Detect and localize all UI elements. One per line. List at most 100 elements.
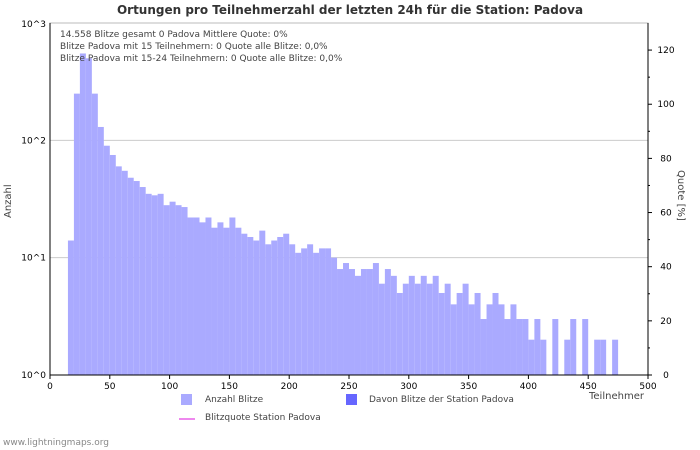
bar-anzahl	[360, 269, 367, 375]
x-tick-label: 350	[460, 382, 477, 392]
bar-anzahl	[402, 283, 409, 375]
bar-anzahl	[139, 187, 146, 375]
legend-swatch-anzahl	[181, 394, 192, 405]
bar-anzahl	[414, 283, 421, 375]
bar-anzahl	[486, 304, 493, 375]
bar-anzahl	[289, 244, 296, 375]
bar-anzahl	[420, 275, 427, 375]
x-tick-label: 50	[104, 382, 116, 392]
bar-anzahl	[277, 237, 284, 375]
bar-anzahl	[109, 154, 116, 375]
y2-tick-label: 100	[657, 100, 674, 110]
bar-anzahl	[163, 205, 170, 375]
legend-swatch-quote	[179, 418, 195, 420]
bar-anzahl	[522, 319, 529, 375]
bar-anzahl	[438, 292, 445, 375]
info-line-1: 14.558 Blitze gesamt 0 Padova Mittlere Q…	[60, 30, 288, 40]
bar-anzahl	[247, 237, 254, 375]
bar-anzahl	[462, 283, 469, 375]
bar-anzahl	[366, 269, 373, 375]
bar-anzahl	[127, 177, 134, 375]
bar-anzahl	[343, 263, 349, 375]
bar-anzahl	[594, 339, 601, 375]
bar-anzahl	[157, 193, 164, 375]
legend-anzahl: Anzahl Blitze	[205, 395, 264, 405]
y-tick-label: 10^1	[21, 254, 46, 264]
bar-anzahl	[331, 257, 338, 375]
bar-anzahl	[564, 339, 571, 375]
bar-anzahl	[612, 339, 619, 375]
bar-anzahl	[91, 93, 98, 375]
bar-anzahl	[337, 269, 344, 375]
y-tick-label: 10^2	[21, 136, 46, 146]
y2-tick-label: 20	[660, 317, 672, 327]
bar-anzahl	[396, 292, 403, 375]
bar-anzahl	[211, 227, 218, 375]
bar-anzahl	[534, 319, 541, 375]
y2-tick-label: 0	[663, 371, 669, 381]
bar-anzahl	[474, 292, 481, 375]
bar-anzahl	[169, 201, 176, 375]
bar-anzahl	[133, 181, 140, 375]
bar-anzahl	[378, 283, 385, 375]
bar-anzahl	[468, 304, 475, 375]
bar-anzahl	[217, 222, 224, 375]
bar-anzahl	[67, 240, 74, 375]
bar-anzahl	[540, 339, 547, 375]
bar-anzahl	[151, 195, 158, 375]
bar-anzahl	[600, 339, 607, 375]
bar-anzahl	[115, 166, 122, 375]
bar-anzahl	[372, 263, 379, 375]
bar-anzahl	[582, 319, 589, 375]
bar-anzahl	[283, 233, 290, 375]
bar-anzahl	[480, 319, 487, 375]
x-tick-label: 500	[639, 382, 656, 392]
bar-anzahl	[390, 275, 397, 375]
bar-anzahl	[235, 227, 242, 375]
bar-anzahl	[271, 240, 278, 375]
bar-anzahl	[145, 193, 152, 375]
x-tick-label: 250	[340, 382, 357, 392]
bar-anzahl	[199, 222, 206, 375]
bar-anzahl	[85, 58, 92, 375]
x-tick-label: 450	[580, 382, 597, 392]
bar-anzahl	[313, 252, 320, 375]
y2-tick-label: 60	[660, 209, 672, 219]
bar-anzahl	[552, 319, 559, 375]
x-tick-label: 200	[281, 382, 298, 392]
bar-anzahl	[307, 244, 314, 375]
bar-anzahl	[121, 170, 128, 375]
bar-anzahl	[103, 145, 110, 375]
bar-anzahl	[187, 217, 194, 375]
bar-anzahl	[450, 304, 457, 375]
legend-quote: Blitzquote Station Padova	[205, 413, 321, 423]
bar-anzahl	[408, 275, 415, 375]
y2-tick-label: 80	[660, 154, 672, 164]
bar-anzahl	[319, 248, 326, 375]
x-tick-label: 0	[47, 382, 53, 392]
y2-axis-label: Quote [%]	[675, 170, 686, 221]
bar-anzahl	[241, 233, 248, 375]
bar-anzahl	[426, 283, 433, 375]
bar-anzahl	[175, 205, 182, 375]
bar-anzahl	[205, 217, 212, 375]
bar-anzahl	[384, 269, 391, 375]
x-tick-label: 150	[221, 382, 238, 392]
y-tick-label: 10^3	[21, 20, 46, 30]
bar-anzahl	[528, 339, 535, 375]
info-line-2: Blitze Padova mit 15 Teilnehmern: 0 Quot…	[60, 42, 328, 52]
bar-anzahl	[295, 252, 302, 375]
x-tick-label: 300	[400, 382, 417, 392]
bar-anzahl	[73, 93, 80, 375]
bar-anzahl	[516, 319, 523, 375]
bar-anzahl	[193, 217, 200, 375]
bar-anzahl	[97, 126, 104, 375]
x-axis-label: Teilnehmer	[589, 391, 644, 402]
bar-anzahl	[456, 292, 463, 375]
bar-anzahl	[354, 275, 361, 375]
y-tick-label: 10^0	[21, 371, 46, 381]
legend-davon: Davon Blitze der Station Padova	[369, 395, 514, 405]
legend-swatch-davon	[346, 394, 357, 405]
